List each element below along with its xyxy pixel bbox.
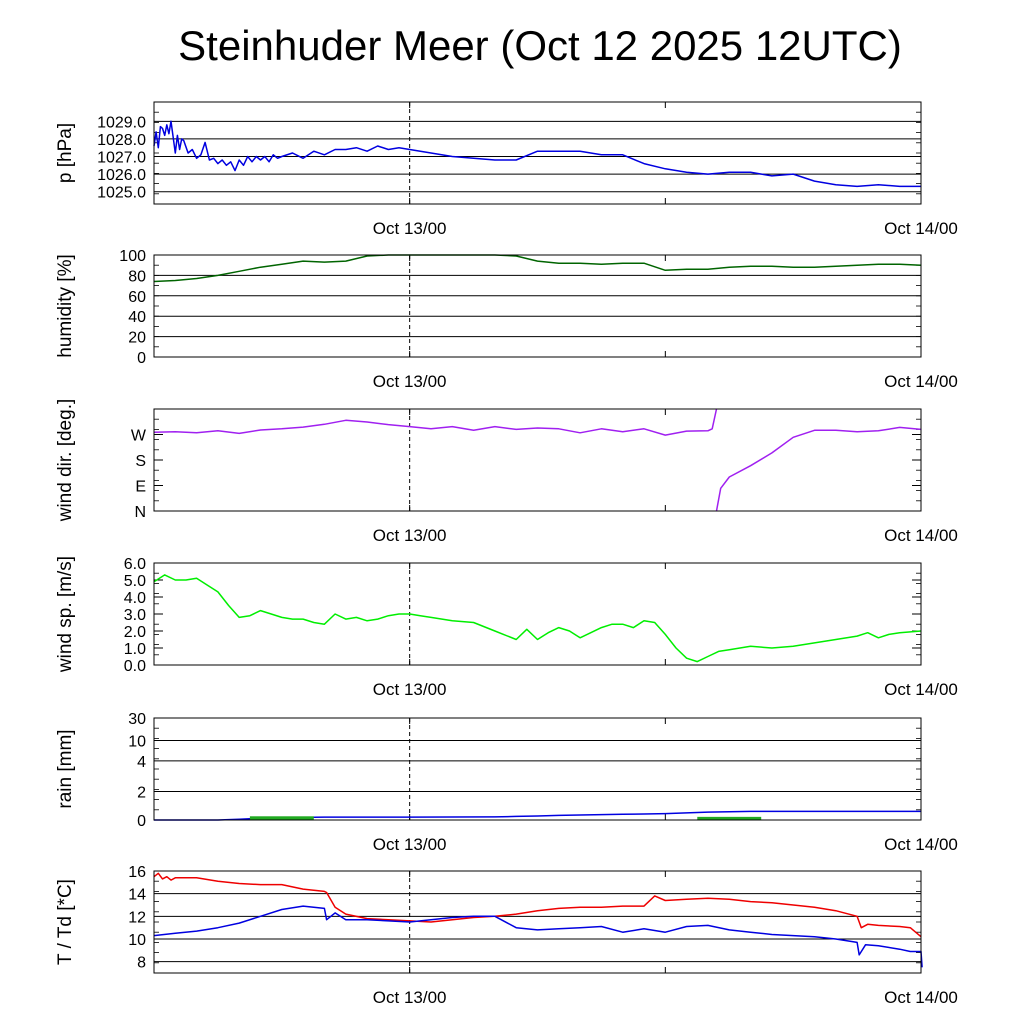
series-line-1 [153, 408, 718, 436]
x-tick-label: Oct 14/00 [884, 372, 958, 391]
y-tick-label: 20 [128, 330, 146, 347]
x-tick-label: Oct 13/00 [373, 680, 447, 699]
series-line-1 [153, 254, 922, 283]
y-tick-label: 1027.0 [97, 150, 146, 167]
plot-frame [153, 254, 922, 358]
y-tick-label: 30 [128, 711, 146, 728]
panel-2: 0 20 40 60 80 100 humidity [%] Oct 13/00 Oct 14/… [55, 248, 958, 391]
y-tick-label: 4.0 [124, 590, 146, 607]
x-tick-label: Oct 13/00 [373, 219, 447, 238]
plot-frame [153, 870, 922, 974]
y-tick-label: 0 [137, 350, 146, 367]
y-tick-label: S [135, 453, 146, 470]
y-tick-label: 100 [119, 248, 146, 265]
y-axis-label: rain [mm] [55, 729, 76, 808]
y-tick-label: 0 [137, 813, 146, 830]
series-line-1 [153, 872, 922, 938]
y-tick-label: 40 [128, 309, 146, 326]
y-tick-label: 4 [137, 754, 146, 771]
y-tick-label: 10 [128, 932, 146, 949]
chart-title: Steinhuder Meer (Oct 12 2025 12UTC) [178, 22, 902, 69]
panel-4: 0.01.02.03.04.05.06.0 wind sp. [m/s] Oct 1… [55, 556, 958, 699]
x-tick-label: Oct 13/00 [373, 835, 447, 854]
y-tick-label: 1029.0 [97, 114, 146, 131]
rain-bar [249, 816, 314, 820]
x-tick-label: Oct 14/00 [884, 526, 958, 545]
y-tick-label: 2.0 [124, 624, 146, 641]
x-tick-label: Oct 14/00 [884, 835, 958, 854]
y-tick-label: 1.0 [124, 641, 146, 658]
y-tick-label: 1028.0 [97, 132, 146, 149]
x-tick-label: Oct 14/00 [884, 219, 958, 238]
y-tick-label: 3.0 [124, 607, 146, 624]
panel-5: 0 2 4 10 30 rain [mm] Oct 13/00 Oct 14/00 [55, 711, 958, 854]
rain-bar [697, 816, 762, 820]
y-tick-label: 1026.0 [97, 167, 146, 184]
y-tick-label: 16 [128, 864, 146, 881]
y-tick-label: 14 [128, 887, 146, 904]
series-line-1 [153, 120, 921, 188]
plot-frame [153, 408, 922, 512]
y-tick-label: 5.0 [124, 573, 146, 590]
y-tick-label: 10 [128, 733, 146, 750]
plot-frame [153, 562, 922, 666]
x-tick-label: Oct 14/00 [884, 988, 958, 1007]
series-line-1 [153, 574, 922, 663]
y-axis-label: T / Td [*C] [55, 879, 76, 965]
panel-6: 8 10 12 14 16 T / Td [*C] Oct 13/00 Oct 14/00 [55, 864, 958, 1007]
y-tick-label: 60 [128, 289, 146, 306]
y-axis-label: wind dir. [deg.] [55, 399, 76, 523]
y-tick-label: 8 [137, 955, 146, 972]
y-axis-label: wind sp. [m/s] [55, 556, 76, 673]
plot-frame [153, 717, 922, 821]
y-tick-label: W [131, 428, 147, 445]
series-line-2 [153, 905, 923, 968]
series-line-2 [715, 426, 922, 512]
x-tick-label: Oct 14/00 [884, 680, 958, 699]
y-axis-label: humidity [%] [55, 254, 76, 357]
x-tick-label: Oct 13/00 [373, 988, 447, 1007]
y-tick-label: E [135, 479, 146, 496]
y-tick-label: 6.0 [124, 556, 146, 573]
y-tick-label: 12 [128, 909, 146, 926]
y-tick-label: 80 [128, 268, 146, 285]
y-tick-label: 2 [137, 784, 146, 801]
y-tick-label: 0.0 [124, 658, 146, 675]
y-axis-label: p [hPa] [55, 123, 76, 183]
y-tick-label: N [134, 504, 146, 521]
x-tick-label: Oct 13/00 [373, 372, 447, 391]
y-tick-label: 1025.0 [97, 185, 146, 202]
x-tick-label: Oct 13/00 [373, 526, 447, 545]
plot-frame [153, 101, 922, 205]
